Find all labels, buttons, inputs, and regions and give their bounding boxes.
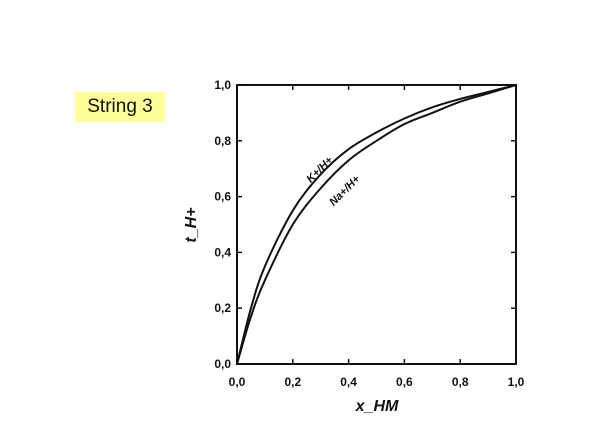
y-tick-label: 0,4 bbox=[214, 245, 231, 259]
x-tick-label: 0,6 bbox=[396, 375, 413, 389]
x-tick-label: 0,2 bbox=[284, 375, 301, 389]
x-tick-label: 0,4 bbox=[340, 375, 357, 389]
y-tick-label: 0,8 bbox=[214, 134, 231, 148]
series-label: Na+/H+ bbox=[327, 173, 363, 209]
plot-frame bbox=[236, 84, 517, 365]
series-label: K+/H+ bbox=[304, 154, 335, 185]
y-tick-label: 0,0 bbox=[214, 357, 231, 371]
x-tick-label: 0,0 bbox=[229, 375, 246, 389]
string-label: String 3 bbox=[75, 92, 165, 122]
x-axis-label: x_HM bbox=[355, 398, 399, 415]
series-line-1 bbox=[236, 84, 517, 365]
y-tick-label: 0,6 bbox=[214, 190, 231, 204]
x-tick-label: 1,0 bbox=[508, 375, 525, 389]
y-axis-label: t_H+ bbox=[183, 207, 200, 242]
y-tick-label: 1,0 bbox=[214, 78, 231, 92]
y-tick-label: 0,2 bbox=[214, 301, 231, 315]
series-line-0 bbox=[236, 84, 517, 365]
x-tick-label: 0,8 bbox=[452, 375, 469, 389]
